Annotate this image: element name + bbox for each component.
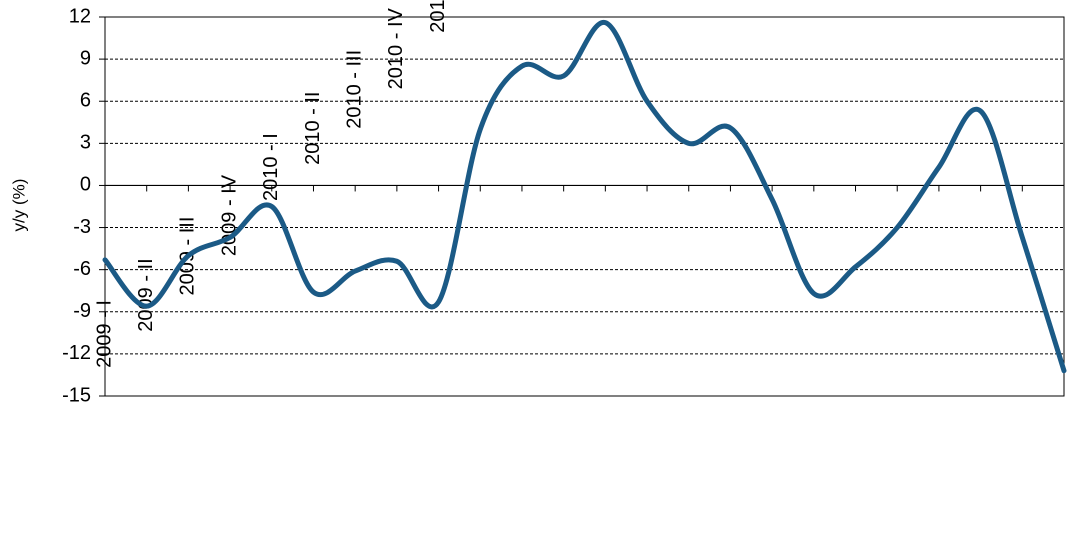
y-tick-label: -15 bbox=[62, 384, 91, 406]
x-tick-label: 2010 - III bbox=[343, 50, 365, 129]
y-axis-label: y/y (%) bbox=[9, 179, 28, 232]
x-tick-label: 2010 - II bbox=[302, 92, 324, 165]
y-tick-label: 6 bbox=[80, 90, 91, 112]
y-tick-label: 0 bbox=[80, 174, 91, 196]
line-series bbox=[102, 20, 1067, 374]
y-tick-label: 3 bbox=[80, 132, 91, 154]
x-tick-label: 2010 - I bbox=[260, 133, 282, 201]
y-tick-label: -3 bbox=[73, 216, 91, 238]
x-tick-label: 2010 - IV bbox=[385, 7, 407, 89]
x-tick-label: 2009 - II bbox=[135, 258, 157, 331]
y-tick-label: -6 bbox=[73, 258, 91, 280]
x-tick-label: 2011 - I bbox=[427, 0, 449, 33]
y-tick-label: 9 bbox=[80, 47, 91, 69]
y-tick-label: -9 bbox=[73, 300, 91, 322]
plot-frame bbox=[104, 16, 1065, 397]
y-tick-label: 12 bbox=[69, 5, 91, 27]
y-tick-label: -12 bbox=[62, 342, 91, 364]
x-tick-label: 2009 - I bbox=[93, 300, 115, 368]
